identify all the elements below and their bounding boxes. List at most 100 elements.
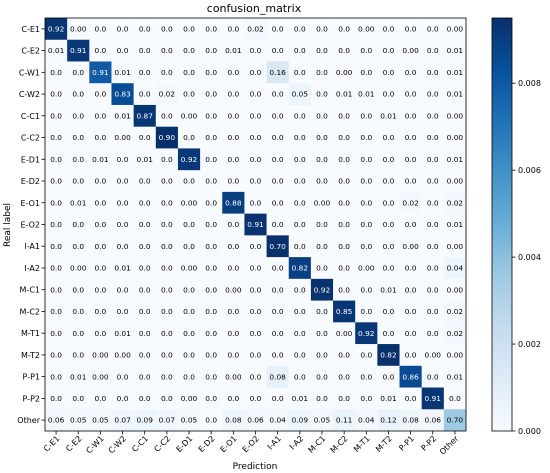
heatmap-cell	[399, 344, 423, 367]
heatmap-cell	[155, 104, 179, 128]
heatmap-cell	[443, 18, 467, 41]
cell-value-label: 0.05	[292, 90, 309, 99]
heatmap-cell	[89, 365, 112, 388]
heatmap-cell	[45, 39, 68, 62]
heatmap-cell	[111, 191, 135, 215]
y-tick-label: Other	[17, 416, 40, 425]
heatmap-cell	[133, 322, 157, 345]
heatmap-cell	[111, 235, 135, 258]
cell-value-label: 0.0	[250, 372, 262, 381]
y-tick-label: C-C2	[21, 134, 40, 143]
heatmap-cell	[111, 104, 135, 128]
heatmap-cell	[399, 257, 423, 280]
heatmap-cell	[443, 170, 467, 193]
cell-value-label: 0.0	[405, 90, 417, 99]
cell-value-label: 0.0	[50, 394, 62, 403]
cell-value-label: 0.0	[272, 111, 284, 120]
cell-value-label: 0.0	[139, 220, 151, 229]
cell-value-label: 0.0	[50, 307, 62, 316]
cell-value-label: 0.00	[402, 242, 419, 251]
heatmap-cell	[133, 18, 157, 41]
heatmap-cell	[155, 126, 179, 149]
heatmap-cell	[45, 83, 68, 106]
heatmap-cell	[377, 126, 400, 149]
heatmap-cell	[200, 61, 223, 84]
heatmap-cell	[421, 126, 445, 149]
cell-value-label: 0.0	[227, 351, 239, 360]
heatmap-cell	[266, 322, 290, 345]
cell-value-label: 0.0	[316, 133, 328, 142]
cell-value-label: 0.0	[427, 46, 439, 55]
cell-value-label: 0.00	[447, 24, 464, 33]
heatmap-cell	[310, 409, 334, 432]
cell-value-label: 0.0	[117, 155, 129, 164]
colorbar-tick-label: 0.004	[518, 253, 541, 262]
cell-value-label: 0.0	[50, 220, 62, 229]
cell-value-label: 0.0	[272, 155, 284, 164]
heatmap-cell	[399, 170, 423, 193]
x-tick-label: C-C2	[152, 434, 172, 454]
heatmap-cell	[355, 235, 378, 258]
heatmap-cell	[310, 278, 334, 301]
cell-value-label: 0.0	[95, 329, 107, 338]
cell-value-label: 0.82	[292, 264, 308, 273]
heatmap-cell	[200, 409, 223, 432]
heatmap-cells	[45, 18, 467, 432]
heatmap-cell	[399, 191, 423, 215]
heatmap-cell	[266, 104, 290, 128]
heatmap-cell	[266, 344, 290, 367]
heatmap-cell	[45, 148, 68, 171]
cell-value-label: 0.91	[425, 394, 442, 403]
cell-value-label: 0.01	[48, 46, 65, 55]
cell-value-label: 0.0	[338, 351, 350, 360]
cell-value-label: 0.0	[183, 285, 195, 294]
cell-value-label: 0.01	[114, 264, 131, 273]
heatmap-cell	[333, 278, 356, 301]
heatmap-cell	[111, 365, 135, 388]
heatmap-cell	[355, 104, 378, 128]
cell-value-label: 0.0	[405, 155, 417, 164]
heatmap-cell	[421, 235, 445, 258]
cell-value-label: 0.0	[272, 329, 284, 338]
heatmap-cell	[67, 191, 90, 215]
cell-value-label: 0.0	[139, 372, 151, 381]
heatmap-cell	[355, 170, 378, 193]
heatmap-cell	[89, 213, 112, 236]
cell-value-label: 0.0	[117, 285, 129, 294]
cell-value-label: 0.00	[447, 133, 464, 142]
heatmap-cell	[111, 344, 135, 367]
cell-value-label: 0.06	[247, 416, 264, 425]
cell-value-label: 0.0	[272, 285, 284, 294]
heatmap-cell	[377, 18, 400, 41]
cell-value-label: 0.0	[405, 329, 417, 338]
heatmap-cell	[244, 344, 267, 367]
heatmap-cell	[310, 213, 334, 236]
x-tick-label: E-D1	[175, 434, 195, 454]
heatmap-cell	[310, 83, 334, 106]
heatmap-cell	[222, 83, 245, 106]
cell-value-label: 0.0	[360, 177, 372, 186]
heatmap-cell	[133, 344, 157, 367]
x-tick-label: C-W2	[107, 434, 128, 455]
cell-value-label: 0.0	[250, 307, 262, 316]
x-tick-label: P-P2	[419, 434, 438, 453]
cell-value-label: 0.0	[205, 329, 217, 338]
heatmap-cell	[222, 18, 245, 41]
heatmap-cell	[155, 83, 179, 106]
cell-value-label: 0.0	[294, 133, 306, 142]
cell-value-label: 0.0	[227, 155, 239, 164]
heatmap-cell	[222, 126, 245, 149]
cell-value-label: 0.0	[338, 46, 350, 55]
heatmap-cell	[355, 83, 378, 106]
y-tick-label: C-W2	[19, 90, 40, 99]
cell-value-label: 0.0	[205, 220, 217, 229]
cell-value-label: 0.0	[205, 46, 217, 55]
heatmap-cell	[355, 213, 378, 236]
cell-value-label: 0.0	[227, 90, 239, 99]
heatmap-cell	[177, 83, 201, 106]
x-tick-label: I-A2	[288, 434, 305, 451]
heatmap-cell	[133, 235, 157, 258]
heatmap-cell	[111, 257, 135, 280]
heatmap-cell	[67, 104, 90, 128]
heatmap-cell	[67, 61, 90, 84]
